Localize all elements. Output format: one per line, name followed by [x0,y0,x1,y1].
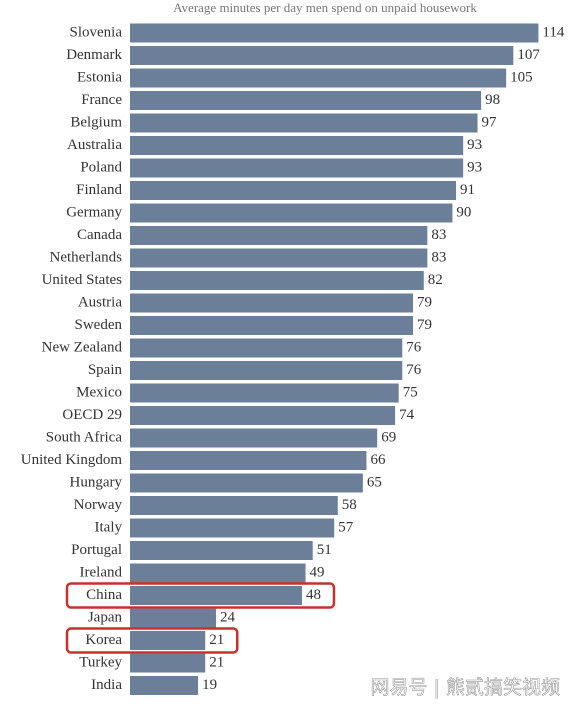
bar [130,473,363,493]
value-label: 49 [310,564,325,580]
value-label: 75 [403,384,418,400]
value-label: 107 [517,47,540,63]
bar [130,406,396,425]
category-label: Austria [78,294,123,310]
category-label: Spain [88,362,123,378]
category-label: OECD 29 [62,407,122,423]
value-label: 97 [482,114,498,130]
bar [130,113,478,133]
bar [130,46,514,65]
highlight-box [65,627,239,654]
bar [130,608,216,628]
category-label: Portugal [71,542,122,558]
bar [130,518,335,538]
bar [130,203,453,223]
value-label: 19 [202,677,217,693]
category-label: Sweden [75,317,123,333]
bar [130,226,428,245]
category-label: South Africa [46,429,123,445]
value-label: 57 [338,519,354,535]
bar [130,271,424,290]
category-label: Finland [76,182,122,198]
category-label: United Kingdom [21,452,123,468]
bar [130,361,403,380]
highlight-box [65,582,336,609]
bar [130,496,338,515]
value-label: 98 [485,92,500,108]
category-label: Japan [88,609,123,625]
category-label: Italy [95,519,123,535]
bar [130,563,306,583]
value-label: 21 [209,654,224,670]
bar [130,248,428,268]
value-label: 58 [342,497,357,513]
bar [130,541,313,560]
bar [130,91,482,110]
watermark: 网易号 | 熊贰搞笑视频 [371,677,560,699]
category-label: United States [42,272,123,288]
value-label: 21 [209,632,224,648]
category-label: China [86,587,122,603]
value-label: 76 [406,339,422,355]
value-label: 24 [220,609,236,625]
value-label: 79 [417,294,432,310]
category-label: Estonia [77,69,122,85]
category-label: Norway [74,497,123,513]
bar [130,428,378,448]
category-label: Turkey [79,654,122,670]
category-label: Hungary [70,474,123,490]
category-label: Korea [85,632,122,648]
bar [130,631,206,650]
category-label: New Zealand [42,339,123,355]
value-label: 91 [460,182,475,198]
category-label: Denmark [66,47,122,63]
category-label: Germany [66,204,122,220]
value-label: 105 [510,69,533,85]
bar [130,338,403,358]
value-label: 76 [406,362,422,378]
bar [130,23,539,43]
category-label: Canada [77,227,122,243]
value-label: 93 [467,137,482,153]
value-label: 90 [456,204,471,220]
value-label: 51 [317,542,332,558]
bar [130,293,414,313]
category-label: France [81,92,122,108]
value-label: 65 [367,474,382,490]
category-label: Australia [67,137,122,153]
category-label: India [91,677,122,693]
value-label: 93 [467,159,482,175]
category-label: Netherlands [50,249,123,265]
chart-title: Average minutes per day men spend on unp… [173,0,477,15]
value-label: 82 [428,272,443,288]
bar [130,451,367,470]
value-label: 79 [417,317,432,333]
category-label: Belgium [70,114,122,130]
bar [130,676,199,695]
bar [130,383,399,403]
value-label: 83 [431,227,446,243]
bar [130,316,414,335]
bar [130,653,206,673]
category-label: Mexico [76,384,122,400]
bar [130,586,302,605]
value-label: 114 [542,24,564,40]
value-label: 83 [431,249,446,265]
bar [130,68,507,88]
category-label: Slovenia [70,24,123,40]
category-label: Ireland [80,564,123,580]
bar [130,181,457,200]
bar [130,158,464,178]
value-label: 48 [306,587,321,603]
value-label: 74 [399,407,415,423]
value-label: 69 [381,429,396,445]
bar [130,136,464,155]
category-label: Poland [80,159,122,175]
value-label: 66 [370,452,386,468]
